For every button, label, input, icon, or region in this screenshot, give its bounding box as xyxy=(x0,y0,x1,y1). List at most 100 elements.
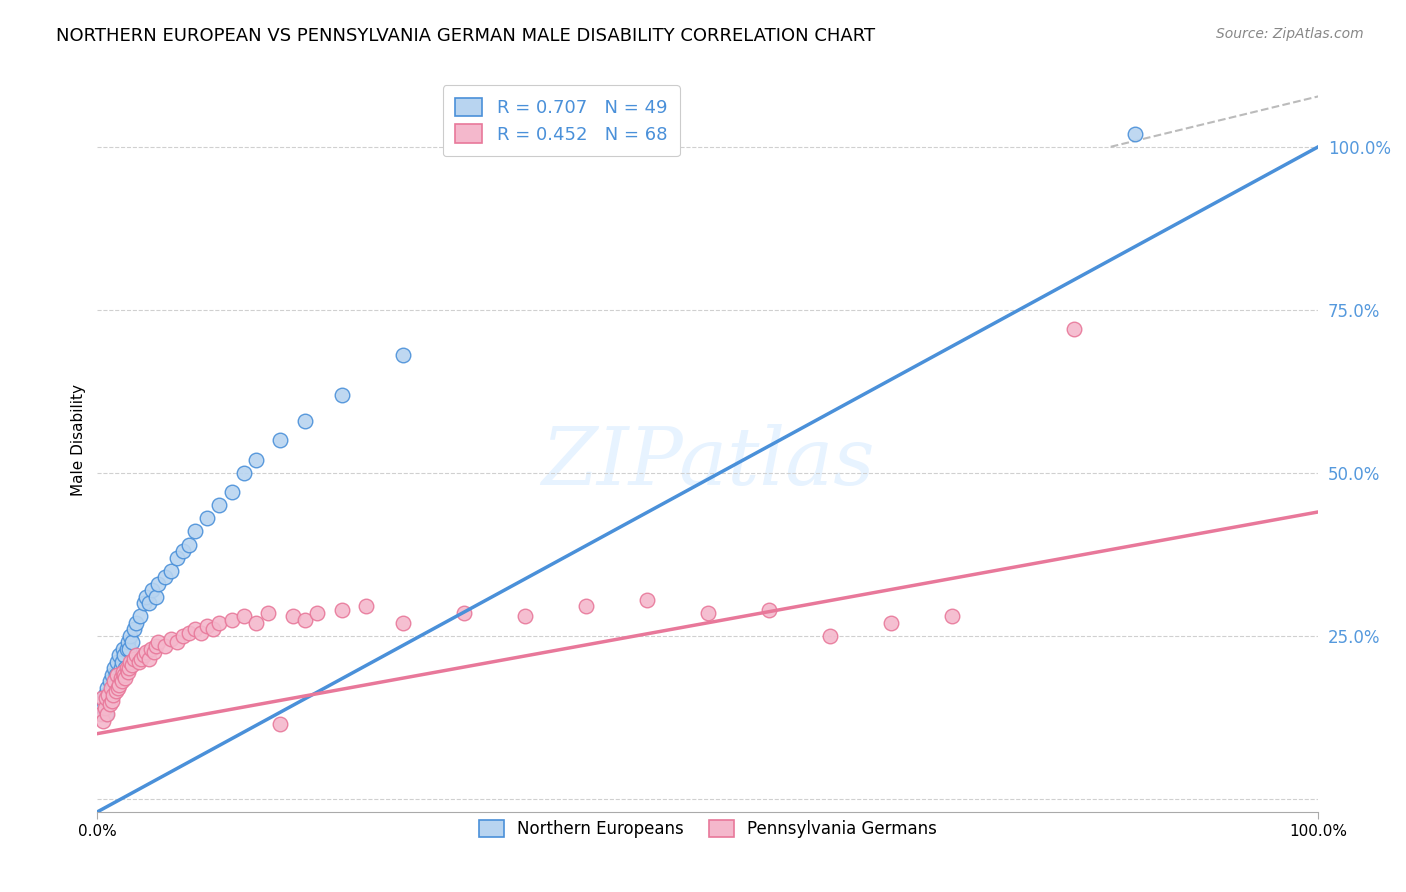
Point xyxy=(208,499,231,513)
Point xyxy=(269,433,291,447)
Point xyxy=(245,452,267,467)
Point xyxy=(294,613,316,627)
Point xyxy=(108,648,131,663)
Point xyxy=(132,596,155,610)
Point xyxy=(118,661,141,675)
Point xyxy=(125,615,148,630)
Point xyxy=(202,622,225,636)
Point xyxy=(177,537,200,551)
Point xyxy=(172,544,194,558)
Point xyxy=(90,707,112,722)
Point xyxy=(103,674,125,689)
Point xyxy=(257,606,280,620)
Point xyxy=(330,387,353,401)
Point xyxy=(148,576,170,591)
Point xyxy=(101,668,124,682)
Point xyxy=(453,606,475,620)
Point xyxy=(117,665,139,679)
Point xyxy=(330,603,353,617)
Point xyxy=(294,414,316,428)
Point xyxy=(98,698,121,712)
Point xyxy=(758,603,780,617)
Point xyxy=(131,651,153,665)
Point xyxy=(111,665,134,679)
Point xyxy=(120,629,142,643)
Point xyxy=(93,700,115,714)
Point xyxy=(172,629,194,643)
Point xyxy=(135,590,157,604)
Point xyxy=(221,485,243,500)
Point xyxy=(166,635,188,649)
Point xyxy=(281,609,304,624)
Point xyxy=(111,674,134,689)
Point xyxy=(120,655,142,669)
Point xyxy=(100,681,122,695)
Point xyxy=(391,615,413,630)
Point xyxy=(115,661,138,675)
Point xyxy=(93,714,115,728)
Point xyxy=(118,641,141,656)
Point xyxy=(103,661,125,675)
Point xyxy=(138,651,160,665)
Point xyxy=(132,648,155,663)
Y-axis label: Male Disability: Male Disability xyxy=(72,384,86,496)
Point xyxy=(97,694,120,708)
Point xyxy=(696,606,718,620)
Point xyxy=(391,348,413,362)
Point xyxy=(1123,127,1146,141)
Point xyxy=(195,619,218,633)
Point xyxy=(145,639,167,653)
Point xyxy=(153,570,176,584)
Legend: Northern Europeans, Pennsylvania Germans: Northern Europeans, Pennsylvania Germans xyxy=(472,813,943,845)
Point xyxy=(190,625,212,640)
Point xyxy=(269,716,291,731)
Point xyxy=(142,645,165,659)
Point xyxy=(941,609,963,624)
Point xyxy=(307,606,329,620)
Point xyxy=(105,668,128,682)
Point xyxy=(111,641,134,656)
Point xyxy=(107,681,129,695)
Point xyxy=(139,641,162,656)
Text: Source: ZipAtlas.com: Source: ZipAtlas.com xyxy=(1216,27,1364,41)
Point xyxy=(184,524,207,539)
Point xyxy=(121,658,143,673)
Point xyxy=(159,632,181,646)
Point xyxy=(111,655,134,669)
Point xyxy=(110,671,132,685)
Point xyxy=(103,688,125,702)
Point xyxy=(818,629,841,643)
Point xyxy=(100,688,122,702)
Point xyxy=(112,668,135,682)
Point xyxy=(232,466,254,480)
Point xyxy=(177,625,200,640)
Point xyxy=(98,674,121,689)
Point xyxy=(104,668,127,682)
Point xyxy=(166,550,188,565)
Point xyxy=(148,635,170,649)
Point xyxy=(575,599,598,614)
Point xyxy=(117,635,139,649)
Point xyxy=(94,690,117,705)
Point xyxy=(122,622,145,636)
Point xyxy=(103,681,125,695)
Point xyxy=(101,694,124,708)
Point xyxy=(159,564,181,578)
Text: NORTHERN EUROPEAN VS PENNSYLVANIA GERMAN MALE DISABILITY CORRELATION CHART: NORTHERN EUROPEAN VS PENNSYLVANIA GERMAN… xyxy=(56,27,876,45)
Point xyxy=(96,707,118,722)
Point xyxy=(184,622,207,636)
Point xyxy=(129,609,152,624)
Point xyxy=(128,655,150,669)
Point xyxy=(232,609,254,624)
Point xyxy=(1063,322,1085,336)
Point xyxy=(153,639,176,653)
Point xyxy=(145,590,167,604)
Point xyxy=(880,615,903,630)
Point xyxy=(221,613,243,627)
Point xyxy=(112,648,135,663)
Point xyxy=(135,645,157,659)
Point xyxy=(125,648,148,663)
Point xyxy=(94,707,117,722)
Point xyxy=(114,661,136,675)
Point xyxy=(108,678,131,692)
